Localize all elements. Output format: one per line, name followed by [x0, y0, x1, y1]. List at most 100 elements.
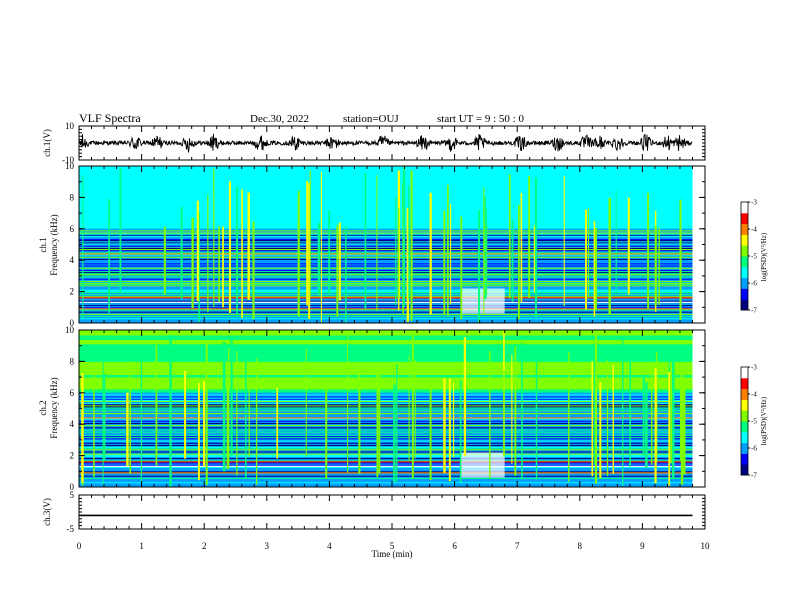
colorbar-swatch	[741, 207, 748, 211]
spectrogram-line	[79, 407, 693, 409]
spectrogram-spike	[591, 361, 594, 477]
spectrogram-line	[79, 433, 693, 435]
spectrogram-band	[79, 222, 693, 229]
spectrogram-band	[79, 329, 693, 336]
colorbar-swatch	[741, 280, 748, 284]
colorbar-swatch	[741, 456, 748, 460]
spectrogram-line	[79, 258, 693, 260]
y-tick-label: 0	[70, 482, 75, 492]
y-tick-label: 6	[70, 388, 75, 398]
spectrogram-line	[79, 239, 693, 241]
colorbar-swatch	[741, 223, 748, 227]
spectrogram-spike	[207, 195, 209, 313]
spectrogram-line	[79, 261, 693, 263]
spectrogram-line	[79, 305, 693, 307]
spectrogram-spike	[478, 209, 480, 323]
colorbar-tick-label: -3	[751, 199, 757, 207]
colorbar-swatch	[741, 218, 748, 222]
colorbar-swatch	[741, 450, 748, 454]
spectrogram-line	[79, 477, 693, 479]
spectrogram-line	[79, 289, 693, 291]
spectrogram-spike	[226, 376, 228, 470]
spectrogram-line	[79, 394, 693, 396]
colorbar-swatch	[741, 296, 748, 300]
colorbar-swatch	[741, 307, 748, 311]
spectrogram-band	[79, 478, 693, 481]
colorbar-swatch	[741, 253, 748, 257]
spectrogram-line	[79, 278, 693, 280]
colorbar-swatch	[741, 402, 748, 406]
colorbar-swatch	[741, 291, 748, 295]
spectrogram-line	[79, 431, 693, 433]
panel-ch1-freq-label: Frequency (kHz)	[49, 214, 59, 275]
spectrogram-spike	[163, 226, 166, 295]
spectrogram-line	[79, 422, 693, 424]
spectrogram-spike	[629, 355, 631, 467]
spectrogram-spike	[328, 210, 331, 294]
spectrogram-spike	[317, 223, 321, 296]
colorbar-tick-label: -7	[751, 307, 757, 315]
colorbar-ch1-label: log(PSD)(V²/Hz)	[760, 232, 768, 281]
spectrogram-spike	[197, 383, 200, 481]
y-tick-label: 4	[70, 419, 75, 429]
colorbar-swatch	[741, 202, 748, 206]
spectrogram-line	[79, 462, 693, 464]
spectrogram-spike	[222, 226, 224, 308]
spectrogram-band	[79, 247, 693, 251]
spectrogram-spike	[654, 368, 657, 484]
spectrogram-line	[79, 480, 693, 482]
spectrogram-spike	[622, 339, 624, 486]
y-tick-label: 4	[70, 255, 75, 265]
spectrogram-band	[79, 301, 693, 304]
colorbar-swatch	[741, 442, 748, 446]
spectrogram-line	[79, 250, 693, 252]
colorbar-swatch	[741, 472, 748, 476]
spectrogram-line	[79, 300, 693, 302]
spectrogram-band	[79, 165, 693, 172]
spectrogram-band	[79, 290, 693, 293]
colorbar-swatch	[741, 469, 748, 473]
colorbar-swatch	[741, 429, 748, 433]
spectrogram-spike	[213, 168, 215, 308]
colorbar-swatch	[741, 421, 748, 425]
colorbar-swatch	[741, 412, 748, 417]
colorbar-ch2-label: log(PSD)(V²/Hz)	[760, 396, 768, 445]
spectrogram-line	[79, 276, 693, 278]
spectrogram-spike	[520, 192, 523, 303]
spectrogram-spike	[338, 222, 341, 301]
spectrogram-line	[79, 267, 693, 269]
spectrogram-spike	[245, 357, 247, 480]
y-tick-label: 0	[70, 318, 75, 328]
spectrogram-band	[79, 373, 693, 380]
spectrogram-spike	[429, 192, 432, 315]
spectrogram-spike	[297, 195, 300, 315]
colorbar-swatch	[741, 266, 748, 270]
colorbar-swatch	[741, 445, 748, 449]
spectrogram-spike	[489, 350, 491, 478]
colorbar-swatch	[741, 385, 748, 390]
colorbar-swatch	[741, 391, 748, 395]
colorbar-swatch	[741, 415, 748, 419]
spectrogram-line	[79, 449, 693, 451]
spectrogram-line	[79, 309, 693, 311]
spectrogram-spike	[534, 177, 537, 318]
spectrogram-spike	[308, 183, 311, 320]
spectrogram-spike	[568, 352, 570, 482]
spectrogram-line	[79, 464, 693, 466]
x-tick-label: 5	[390, 541, 395, 551]
spectrogram-line	[79, 294, 693, 296]
spectrogram-line	[79, 247, 693, 249]
spectrogram-spike	[503, 370, 505, 457]
spectrogram-line	[79, 482, 693, 484]
colorbar-swatch	[741, 264, 748, 268]
colorbar-swatch	[741, 204, 748, 208]
panel-ch2-freq-label: Frequency (kHz)	[49, 377, 59, 438]
spectrogram-spike	[358, 372, 361, 474]
spectrogram-spike	[378, 372, 381, 474]
colorbar-tick-label: -6	[751, 280, 757, 288]
y-tick-label: -5	[67, 524, 75, 534]
spectrogram-spike	[306, 180, 309, 306]
spectrogram-band	[79, 296, 693, 300]
colorbar-swatch	[741, 367, 748, 371]
spectrogram-line	[79, 458, 693, 460]
